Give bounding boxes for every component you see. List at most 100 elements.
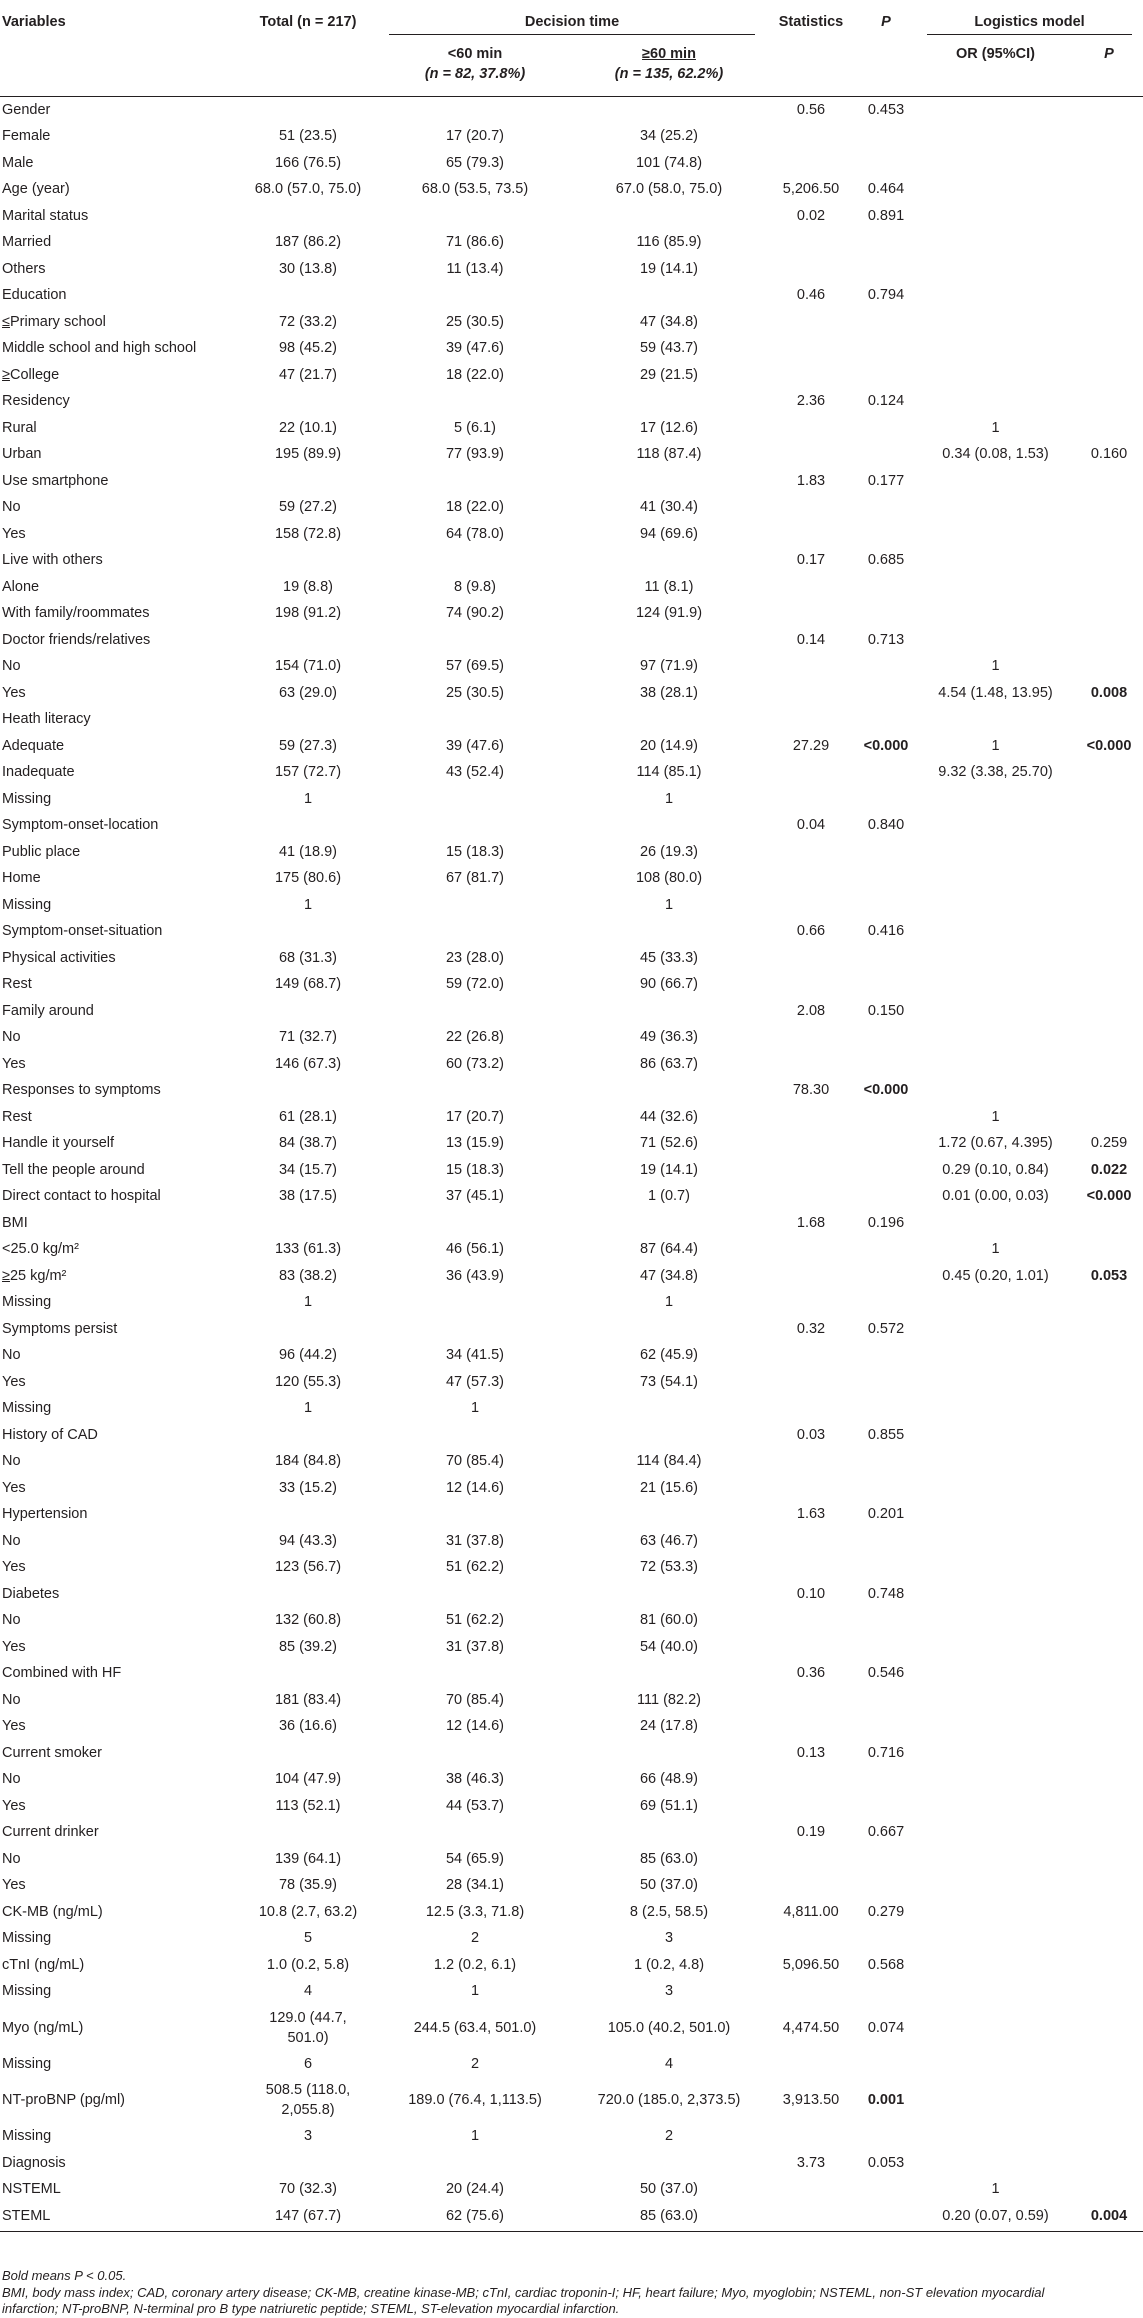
var-cell: Others (2, 260, 46, 277)
table-row: Adequate 59 (27.3) 39 (47.6) 20 (14.9) 27.29… (0, 733, 1143, 760)
var-cell: Handle it yourself (2, 1135, 115, 1152)
table-row: Diabetes 0.10 0.748 (0, 1581, 1143, 1608)
total-cell: 70 (32.3) (278, 2181, 338, 2198)
statistic-cell (766, 1554, 856, 1581)
footnote-bold: Bold means P < 0.05. (2, 2268, 127, 2283)
ge60-cell: 720.0 (185.0, 2,373.5) (597, 2092, 741, 2108)
logistic-p-cell (1075, 1369, 1143, 1396)
table-row: Physical activities 68 (31.3) 23 (28.0) 45 … (0, 945, 1143, 972)
total-cell: 83 (38.2) (278, 1267, 338, 1284)
or-cell: 1.72 (0.67, 4.395) (938, 1135, 1053, 1152)
total-cell: 63 (29.0) (278, 684, 338, 701)
var-cell: ≥25 kg/m² (2, 1267, 67, 1284)
total-cell: 120 (55.3) (274, 1373, 342, 1390)
lt60-cell: 18 (22.0) (445, 499, 505, 516)
table-row: NSTEML 70 (32.3) 20 (24.4) 50 (37.0) 1 (0, 2176, 1143, 2203)
table-row: CK-MB (ng/mL) 10.8 (2.7, 63.2) 12.5 (3.3, … (0, 1899, 1143, 1926)
p-cell (856, 1289, 916, 1316)
ge60-cell (572, 998, 766, 1025)
table-row: cTnI (ng/mL) 1.0 (0.2, 5.8) 1.2 (0.2, 6.1)… (0, 1952, 1143, 1979)
lt60-cell: 65 (79.3) (445, 154, 505, 171)
p-cell (856, 150, 916, 177)
p-cell (856, 441, 916, 468)
or-cell (916, 494, 1075, 521)
or-cell (916, 1501, 1075, 1528)
p-cell: 0.748 (867, 1585, 905, 1602)
table-row: Symptoms persist 0.32 0.572 (0, 1316, 1143, 1343)
total-cell: 1 (303, 1294, 313, 1311)
ge60-cell: 19 (14.1) (639, 260, 699, 277)
statistic-cell (766, 1236, 856, 1263)
lt60-cell: 20 (24.4) (445, 2181, 505, 2198)
table-row: Yes 85 (39.2) 31 (37.8) 54 (40.0) (0, 1634, 1143, 1661)
lt60-cell (378, 388, 572, 415)
or-cell (916, 1634, 1075, 1661)
var-cell: Yes (2, 684, 26, 701)
p-cell (856, 786, 916, 813)
total-cell (238, 282, 378, 309)
total-cell: 59 (27.2) (278, 499, 338, 516)
table-row: Marital status 0.02 0.891 (0, 203, 1143, 230)
total-cell: 187 (86.2) (274, 234, 342, 251)
total-cell (238, 1581, 378, 1608)
p-cell (856, 256, 916, 283)
total-cell: 133 (61.3) (274, 1241, 342, 1258)
total-cell: 1 (303, 1400, 313, 1417)
table-row: Yes 158 (72.8) 64 (78.0) 94 (69.6) (0, 521, 1143, 548)
header-ge60: ≥60 min (n = 135, 62.2%) (614, 46, 724, 82)
table-row: Heath literacy (0, 706, 1143, 733)
lt60-cell (378, 1740, 572, 1767)
var-cell: Urban (2, 446, 42, 463)
logistic-p-cell (1075, 1872, 1143, 1899)
or-cell (916, 362, 1075, 389)
var-cell: No (2, 658, 21, 675)
table-row: Urban 195 (89.9) 77 (93.9) 118 (87.4) 0.34 (… (0, 441, 1143, 468)
ge60-cell (572, 1077, 766, 1104)
var-cell: With family/roommates (2, 605, 150, 622)
lt60-cell: 59 (72.0) (445, 976, 505, 993)
p-cell: 0.568 (867, 1956, 905, 1973)
logistic-p-cell (1075, 1740, 1143, 1767)
statistic-cell (766, 574, 856, 601)
var-cell: Use smartphone (2, 472, 109, 489)
ge60-cell: 38 (28.1) (639, 684, 699, 701)
lt60-cell: 1 (470, 1400, 480, 1417)
statistic-cell: 0.13 (796, 1744, 826, 1761)
ge60-cell (572, 1819, 766, 1846)
var-cell: Yes (2, 1638, 26, 1655)
or-cell (916, 309, 1075, 336)
statistic-cell: 27.29 (792, 737, 830, 754)
or-cell (916, 600, 1075, 627)
logistic-p-cell (1075, 1210, 1143, 1237)
table-header: Variables Total (n = 217) Decision time … (0, 4, 1143, 96)
logistic-p-cell (1075, 494, 1143, 521)
var-cell: cTnI (ng/mL) (2, 1956, 85, 1973)
or-cell (916, 1316, 1075, 1343)
total-cell: 98 (45.2) (278, 340, 338, 357)
total-cell: 123 (56.7) (274, 1559, 342, 1576)
or-cell (916, 1369, 1075, 1396)
logistic-p-cell (1075, 1660, 1143, 1687)
logistic-p-cell (1075, 468, 1143, 495)
table-row: Rest 149 (68.7) 59 (72.0) 90 (66.7) (0, 971, 1143, 998)
var-cell: NT-proBNP (pg/ml) (2, 2092, 126, 2108)
table-row: Others 30 (13.8) 11 (13.4) 19 (14.1) (0, 256, 1143, 283)
p-cell: 0.572 (867, 1320, 905, 1337)
p-cell (856, 1528, 916, 1555)
table-row: No 154 (71.0) 57 (69.5) 97 (71.9) 1 (0, 653, 1143, 680)
var-cell: <25.0 kg/m² (2, 1241, 79, 1258)
table-row: Middle school and high school 98 (45.2) 39… (0, 335, 1143, 362)
var-cell: Heath literacy (2, 711, 91, 728)
var-cell: Missing (2, 2055, 52, 2072)
or-cell (916, 547, 1075, 574)
lt60-cell: 1 (470, 1983, 480, 2000)
table-row: Gender 0.56 0.453 (0, 96, 1143, 123)
var-cell: No (2, 1850, 21, 1867)
logistic-p-cell (1075, 1581, 1143, 1608)
total-cell: 157 (72.7) (274, 764, 342, 781)
p-cell (856, 945, 916, 972)
lt60-cell: 1.2 (0.2, 6.1) (433, 1956, 517, 1973)
total-cell (238, 1077, 378, 1104)
logistic-p-cell (1075, 1952, 1143, 1979)
ge60-cell: 1 (664, 790, 674, 807)
